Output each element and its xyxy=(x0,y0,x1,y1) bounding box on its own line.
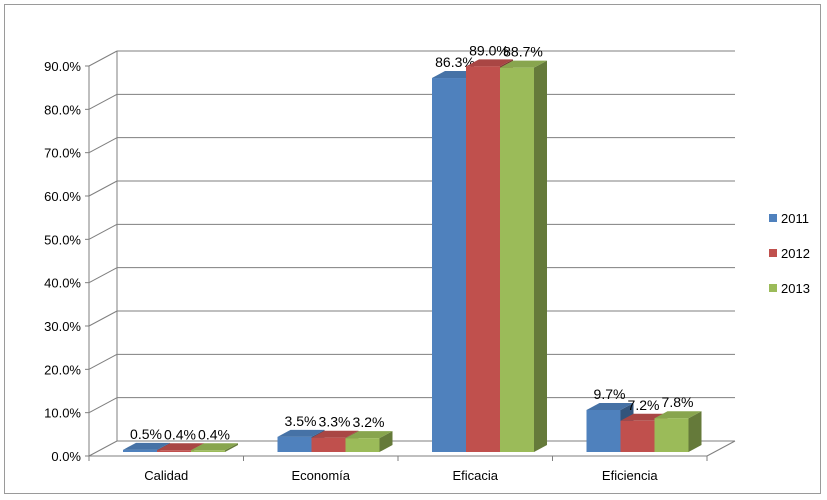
y-tick-label: 0.0% xyxy=(51,449,81,464)
y-tick-label: 40.0% xyxy=(44,276,81,291)
bar xyxy=(620,420,655,452)
y-tick-label: 70.0% xyxy=(44,146,81,161)
side-wall-line xyxy=(88,397,118,414)
y-tick-label: 30.0% xyxy=(44,319,81,334)
data-label: 89.0% xyxy=(469,42,509,58)
y-tick-label: 80.0% xyxy=(44,102,81,117)
bar-chart: 0.0% 10.0% 20.0% 30.0% 40.0% 50.0% 60.0% 70.0% 8… xyxy=(44,42,810,483)
data-label: 3.2% xyxy=(353,414,385,430)
bar-side xyxy=(534,60,547,453)
bar xyxy=(345,438,380,452)
side-wall-line xyxy=(88,353,118,370)
bar-top xyxy=(123,442,170,450)
bar-top xyxy=(311,430,359,438)
bar-top xyxy=(191,443,238,451)
legend-label: 2011 xyxy=(781,211,809,226)
bar-top xyxy=(345,431,393,439)
x-tick-label: Eficacia xyxy=(452,468,498,483)
legend-swatch xyxy=(769,249,777,257)
x-tick-label: Calidad xyxy=(144,468,188,483)
data-label: 3.5% xyxy=(285,413,317,429)
floor-right-edge xyxy=(706,440,736,457)
y-tick-label: 60.0% xyxy=(44,189,81,204)
bar xyxy=(500,67,534,452)
y-tick-label: 90.0% xyxy=(44,59,81,74)
bar xyxy=(157,450,191,452)
bar-side xyxy=(225,443,238,452)
side-wall-line xyxy=(88,180,118,197)
data-label: 3.3% xyxy=(319,414,351,430)
side-wall-line xyxy=(88,440,118,457)
chart-area: 0.0% 10.0% 20.0% 30.0% 40.0% 50.0% 60.0% 70.0% 8… xyxy=(4,4,821,494)
legend-swatch xyxy=(769,214,777,222)
legend-label: 2012 xyxy=(781,246,810,261)
bar-side xyxy=(688,411,702,452)
legend-swatch xyxy=(769,284,777,292)
side-wall-line xyxy=(88,267,118,284)
data-label: 0.5% xyxy=(130,426,162,442)
data-label: 86.3% xyxy=(435,54,475,70)
data-label: 7.2% xyxy=(628,397,660,413)
legend-label: 2013 xyxy=(781,281,810,296)
side-wall-line xyxy=(88,50,118,67)
x-tick-label: Eficiencia xyxy=(602,468,658,483)
side-wall-line xyxy=(88,137,118,154)
side-wall-line xyxy=(88,93,118,110)
bar xyxy=(123,449,157,452)
bar xyxy=(432,78,466,453)
y-tick-label: 20.0% xyxy=(44,362,81,377)
data-label: 9.7% xyxy=(594,386,626,402)
bar-top xyxy=(466,59,513,67)
y-tick-label: 10.0% xyxy=(44,406,81,421)
y-tick-label: 50.0% xyxy=(44,232,81,247)
bar xyxy=(654,418,689,452)
bar-side xyxy=(379,431,393,452)
side-wall-line xyxy=(88,223,118,240)
bar-top xyxy=(277,429,325,437)
bar xyxy=(586,409,621,452)
bar xyxy=(311,437,346,452)
bar-top xyxy=(586,402,634,410)
bar xyxy=(191,450,225,452)
bar-top xyxy=(157,443,204,451)
bar xyxy=(466,66,500,453)
x-tick-label: Economía xyxy=(291,468,350,483)
data-label: 0.4% xyxy=(164,426,196,442)
data-label: 88.7% xyxy=(503,44,543,60)
data-label: 7.8% xyxy=(662,394,694,410)
data-label: 0.4% xyxy=(198,426,230,442)
side-wall-line xyxy=(88,310,118,327)
bar-top xyxy=(500,60,547,68)
bar xyxy=(277,436,312,452)
bar-top xyxy=(654,411,702,419)
